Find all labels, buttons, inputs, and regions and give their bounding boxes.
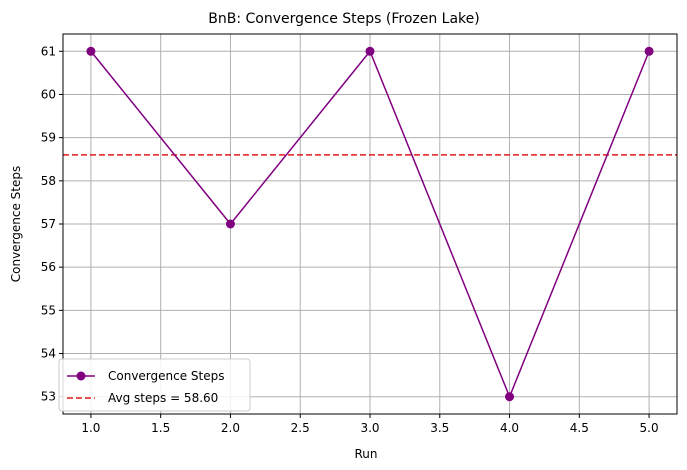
legend: Convergence Steps Avg steps = 58.60 <box>58 358 251 412</box>
x-tick-label: 4.5 <box>570 421 589 435</box>
data-point-marker <box>505 392 515 402</box>
x-tick-label: 3.5 <box>430 421 449 435</box>
chart-title: BnB: Convergence Steps (Frozen Lake) <box>208 11 479 27</box>
y-tick-label: 56 <box>41 260 56 274</box>
y-tick-label: 61 <box>41 44 56 58</box>
y-tick-label: 54 <box>41 347 56 361</box>
data-point-marker <box>86 46 96 56</box>
y-tick-label: 57 <box>41 217 56 231</box>
x-tick-label: 2.5 <box>291 421 310 435</box>
legend-entry-series: Convergence Steps <box>67 369 225 383</box>
data-point-marker <box>225 219 235 229</box>
x-axis-ticks: 1.0 1.5 2.0 2.5 3.0 3.5 4.0 4.5 5.0 <box>81 414 659 435</box>
series-layer <box>86 46 654 402</box>
legend-series-label: Convergence Steps <box>108 369 225 383</box>
legend-average-label: Avg steps = 58.60 <box>108 391 218 405</box>
y-tick-label: 55 <box>41 303 56 317</box>
legend-entry-average: Avg steps = 58.60 <box>67 391 218 405</box>
grid-layer <box>63 34 677 414</box>
x-tick-label: 3.0 <box>360 421 379 435</box>
y-axis-ticks: 53 54 55 56 57 58 59 60 61 <box>41 44 63 404</box>
y-axis-label: Convergence Steps <box>9 166 23 283</box>
y-tick-label: 59 <box>41 131 56 145</box>
x-tick-label: 5.0 <box>640 421 659 435</box>
y-tick-label: 58 <box>41 174 56 188</box>
x-tick-label: 1.5 <box>151 421 170 435</box>
x-tick-label: 1.0 <box>81 421 100 435</box>
legend-box <box>58 358 251 412</box>
y-tick-label: 60 <box>41 87 56 101</box>
x-tick-label: 2.0 <box>221 421 240 435</box>
data-point-marker <box>644 46 654 56</box>
data-point-marker <box>365 46 375 56</box>
x-axis-label: Run <box>354 447 377 461</box>
legend-series-marker <box>76 371 86 381</box>
y-tick-label: 53 <box>41 390 56 404</box>
x-tick-label: 4.0 <box>500 421 519 435</box>
